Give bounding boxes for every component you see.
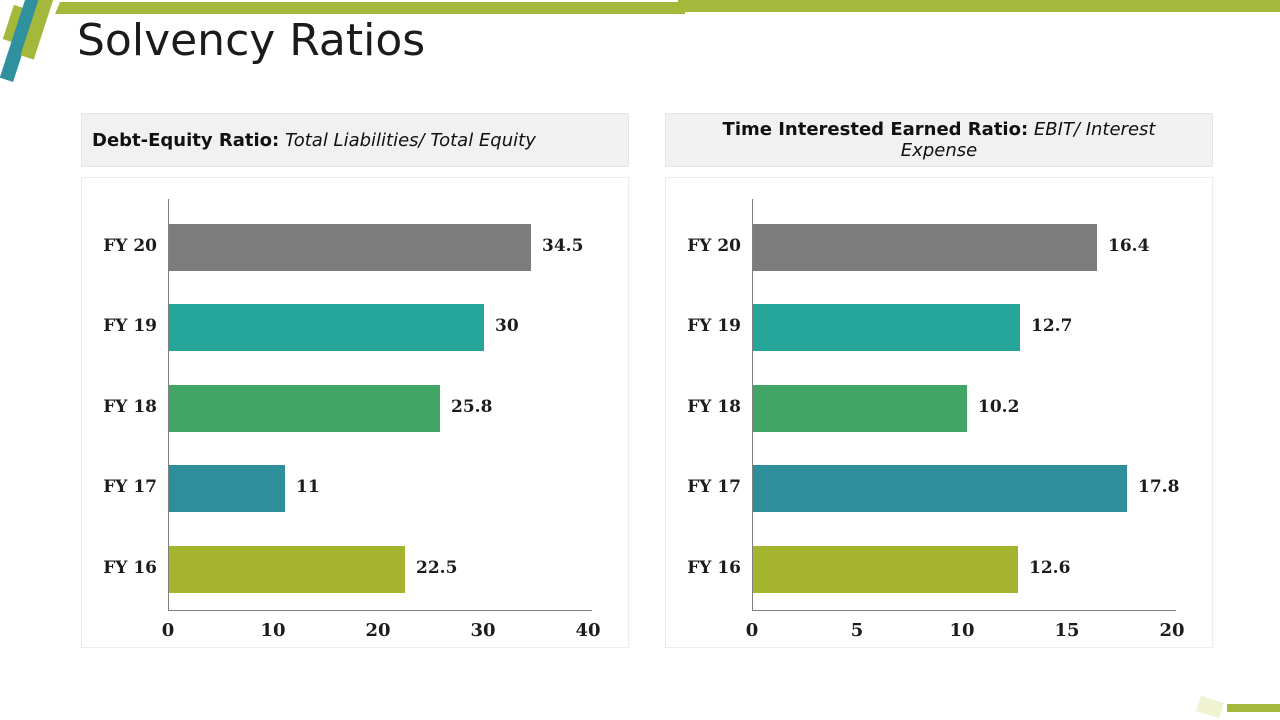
times-interest-header-italic: EBIT/ Interest Expense: [900, 119, 1156, 161]
category-label: FY 16: [687, 558, 741, 578]
category-label: FY 19: [103, 316, 157, 336]
bar-fy-19: [169, 304, 484, 351]
x-axis-line: [168, 610, 592, 611]
bar-fy-16: [169, 546, 405, 593]
top-accent-band-left: [55, 2, 685, 14]
value-label: 22.5: [416, 558, 458, 578]
category-label: FY 16: [103, 558, 157, 578]
y-axis-line: [752, 199, 753, 611]
debt-equity-header-italic: Total Liabilities/ Total Equity: [279, 129, 536, 151]
value-label: 25.8: [451, 397, 493, 417]
x-tick-label: 0: [745, 620, 759, 641]
value-label: 30: [495, 316, 519, 336]
value-label: 10.2: [978, 397, 1020, 417]
debt-equity-chart: FY 20 34.5 FY 19 30 FY 18 25.8 FY 17 11 FY 16 22.…: [81, 177, 629, 648]
x-tick-label: 10: [260, 620, 286, 641]
value-label: 12.7: [1031, 316, 1073, 336]
times-interest-chart: FY 20 16.4 FY 19 12.7 FY 18 10.2 FY 17 17.8 FY 1…: [665, 177, 1213, 648]
x-tick-label: 10: [949, 620, 975, 641]
times-interest-header-bold: Time Interested Earned Ratio:: [722, 119, 1029, 140]
debt-equity-header-bold: Debt-Equity Ratio:: [92, 129, 280, 151]
y-axis-line: [168, 199, 169, 611]
bar-fy-20: [753, 224, 1097, 271]
x-tick-label: 0: [161, 620, 175, 641]
value-label: 34.5: [542, 236, 584, 256]
bottom-accent-bar: [1227, 704, 1280, 712]
value-label: 12.6: [1029, 558, 1071, 578]
category-label: FY 20: [687, 236, 741, 256]
x-tick-label: 5: [850, 620, 864, 641]
x-tick-label: 40: [575, 620, 601, 641]
bar-fy-19: [753, 304, 1020, 351]
category-label: FY 18: [687, 397, 741, 417]
bar-fy-20: [169, 224, 531, 271]
x-tick-label: 15: [1054, 620, 1080, 641]
value-label: 17.8: [1138, 477, 1180, 497]
bar-fy-18: [753, 385, 967, 432]
category-label: FY 20: [103, 236, 157, 256]
times-interest-header: Time Interested Earned Ratio: EBIT/ Inte…: [665, 113, 1213, 167]
debt-equity-header: Debt-Equity Ratio: Total Liabilities/ To…: [81, 113, 629, 167]
category-label: FY 18: [103, 397, 157, 417]
category-label: FY 17: [103, 477, 157, 497]
bar-fy-17: [753, 465, 1127, 512]
bottom-accent-pale-stripe: [1196, 695, 1224, 719]
value-label: 16.4: [1108, 236, 1150, 256]
top-accent-band-right: [678, 0, 1280, 12]
x-tick-label: 20: [365, 620, 391, 641]
x-tick-label: 30: [470, 620, 496, 641]
value-label: 11: [296, 477, 320, 497]
category-label: FY 19: [687, 316, 741, 336]
bar-fy-18: [169, 385, 440, 432]
bar-fy-17: [169, 465, 285, 512]
category-label: FY 17: [687, 477, 741, 497]
page-title: Solvency Ratios: [77, 15, 426, 66]
x-tick-label: 20: [1159, 620, 1185, 641]
x-axis-line: [752, 610, 1176, 611]
bar-fy-16: [753, 546, 1018, 593]
